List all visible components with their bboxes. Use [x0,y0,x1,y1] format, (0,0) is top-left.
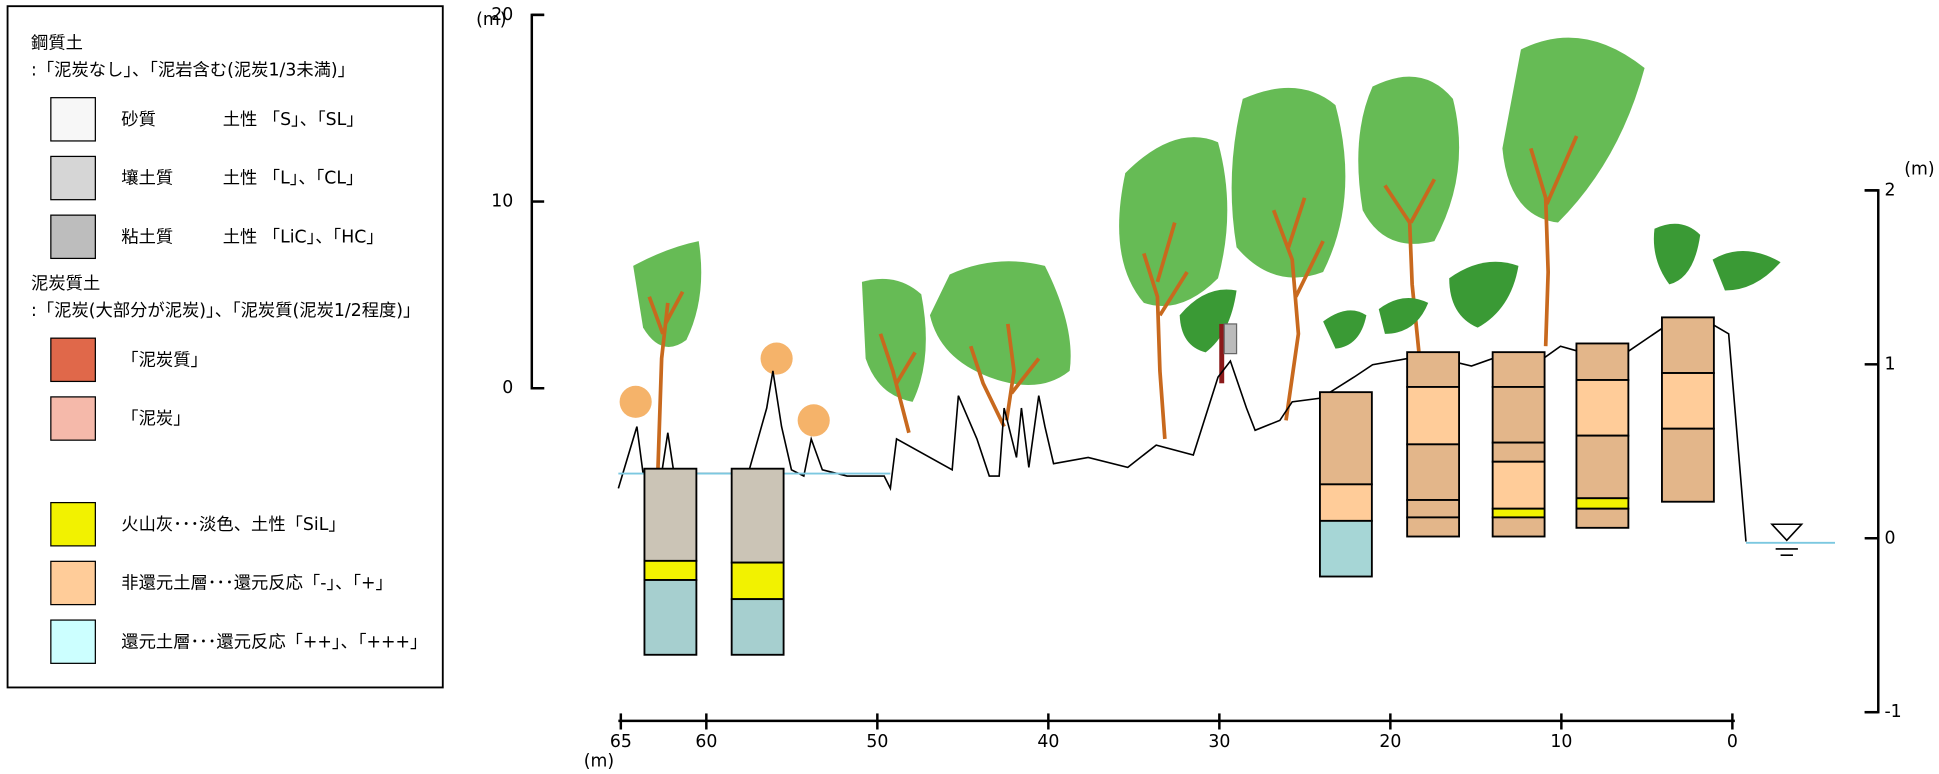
tick-label: 20 [1379,732,1401,752]
soil-layer [732,469,784,563]
page: (m) (m) (m) 鋼質土:「泥炭なし」、「泥岩含む(泥炭1/3未満)」砂質… [0,0,1939,774]
soil-layer [644,561,696,580]
soil-layer [1493,443,1545,462]
legend-label: 「泥炭質」 [121,350,207,370]
legend-swatch [51,620,96,663]
soil-layer [1320,521,1372,577]
legend-desc: 土性 「S」、「SL」 [223,110,364,130]
tick-label: 0 [502,378,513,398]
tick-label: 50 [866,732,888,752]
legend-label: 火山灰･･･淡色、土性「SiL」 [121,515,345,535]
legend-desc: 土性 「LiC」、「HC」 [223,227,384,247]
legend-swatch [51,338,96,381]
soil-layer [1320,484,1372,521]
water-table-symbol [1772,524,1802,555]
legend-subtitle: :「泥炭なし」、「泥岩含む(泥炭1/3未満)」 [31,60,355,80]
legend-swatch [51,397,96,440]
legend-label: 非還元土層･･･還元反応「-」、「+」 [121,574,393,594]
soil-layer [1320,392,1372,484]
tick-label: 30 [1208,732,1230,752]
soil-layer [1576,380,1628,436]
legend-swatch [51,561,96,604]
legend-label: 還元土層･･･還元反応「++」、「+++」 [121,632,427,652]
soil-layer [1493,509,1545,518]
soil-layer [1576,343,1628,380]
tick-label: 2 [1884,180,1895,200]
tick-label: 20 [491,5,513,25]
tick-label: 1 [1884,354,1895,374]
legend-label: 「泥炭」 [121,409,190,429]
tick-label: 65 [610,732,632,752]
legend-label: 砂質 [121,110,156,130]
tick-label: -1 [1884,702,1901,722]
legend-swatch [51,98,96,141]
soil-layer [1407,500,1459,517]
soil-layer [732,599,784,655]
legend-swatch [51,215,96,258]
soil-layer [732,563,784,600]
legend-desc: 土性 「L」、「CL」 [223,169,364,189]
legend-title: 鋼質土 [31,33,83,53]
soil-layer [1576,498,1628,508]
soil-layer [644,469,696,561]
diagram: (m) (m) (m) 鋼質土:「泥炭なし」、「泥岩含む(泥炭1/3未満)」砂質… [0,0,1939,774]
legend-title: 泥炭質土 [31,274,100,294]
soil-layer [1493,352,1545,387]
soil-layer [1493,462,1545,509]
axis-unit: (m) [1904,159,1934,179]
soil-layer [1662,373,1714,429]
soil-layer [1662,429,1714,502]
legend-label: 粘土質 [121,227,173,247]
soil-layer [1407,517,1459,536]
soil-layer [1407,387,1459,444]
soil-layer [1493,517,1545,536]
tick-label: 10 [1550,732,1572,752]
axis-unit: (m) [584,752,614,772]
legend-subtitle: :「泥炭(大部分が泥炭)」、「泥炭質(泥炭1/2程度)」 [31,301,420,321]
soil-layer [644,580,696,655]
soil-layer [1407,444,1459,500]
soil-layer [1576,509,1628,528]
tick-label: 40 [1037,732,1059,752]
soil-layer [1493,387,1545,443]
depth-axis [1865,190,1879,712]
tick-label: 10 [491,192,513,212]
legend-label: 壤土質 [121,169,173,189]
tick-label: 0 [1884,528,1895,548]
legend-swatch [51,503,96,546]
soil-layer [1407,352,1459,387]
tick-label: 60 [695,732,717,752]
legend-swatch [51,156,96,199]
tick-label: 0 [1727,732,1738,752]
soil-layer [1576,436,1628,499]
soil-layer [1662,317,1714,373]
